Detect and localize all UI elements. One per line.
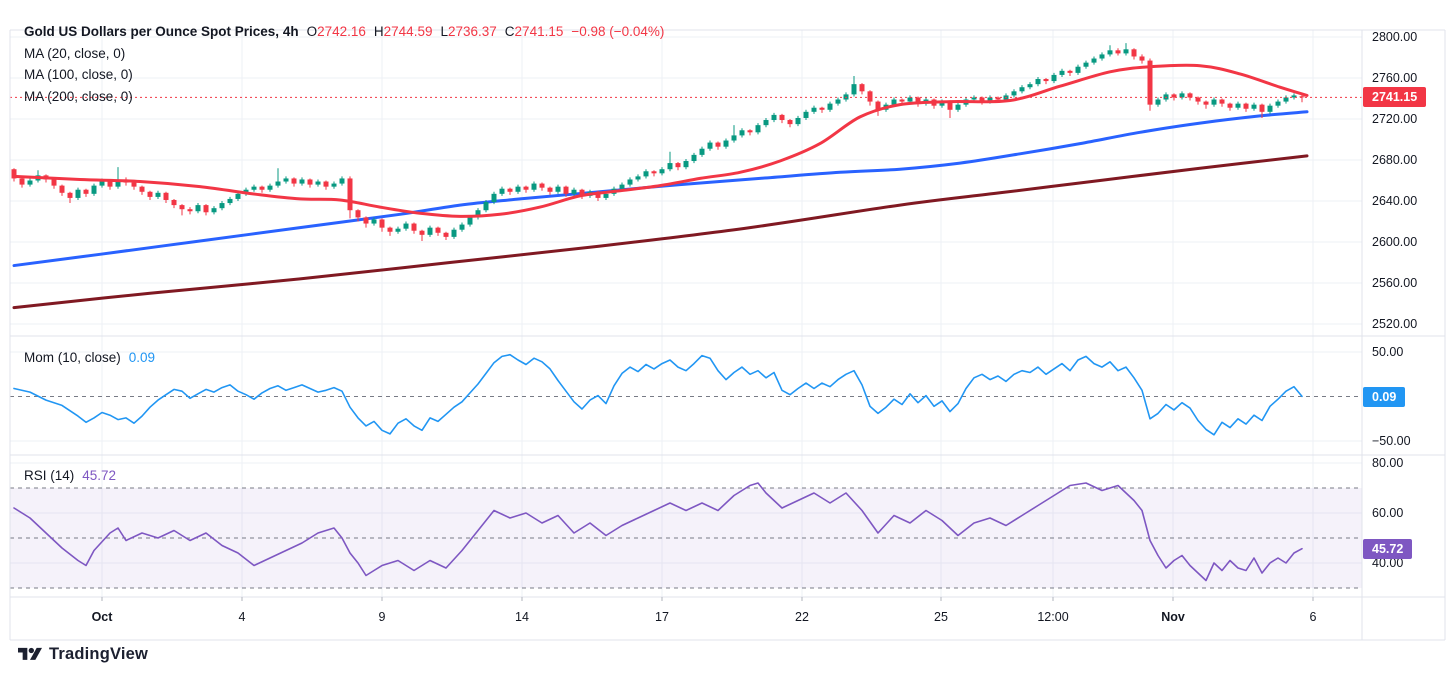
time-tick-label: 14: [515, 610, 529, 624]
time-tick-label: 22: [795, 610, 809, 624]
axis-tick-label: 80.00: [1372, 456, 1404, 470]
rsi-value: 45.72: [82, 468, 117, 483]
change-value: −0.98 (−0.04%): [571, 24, 665, 39]
ma200-label: MA (200, close, 0): [24, 89, 133, 104]
ma100-legend[interactable]: MA (100, close, 0): [24, 66, 133, 84]
symbol-legend[interactable]: Gold US Dollars per Ounce Spot Prices, 4…: [24, 23, 664, 41]
ma20-legend[interactable]: MA (20, close, 0): [24, 45, 125, 63]
axis-tick-label: 50.00: [1372, 345, 1404, 359]
tradingview-logo-icon: [18, 647, 42, 660]
axis-tick-label: 2800.00: [1372, 30, 1418, 44]
ohlc-key: L: [440, 24, 448, 39]
last-price-badge: 2741.15: [1363, 87, 1427, 107]
axis-tick-label: −50.00: [1372, 434, 1411, 448]
symbol-title: Gold US Dollars per Ounce Spot Prices, 4…: [24, 24, 299, 39]
axis-tick-label: 2640.00: [1372, 194, 1418, 208]
ohlc-value: 2736.37: [447, 24, 497, 39]
time-tick-label: Nov: [1161, 610, 1185, 624]
ohlc-value: 2744.59: [383, 24, 433, 39]
time-tick-label: 6: [1309, 610, 1317, 624]
ma100-label: MA (100, close, 0): [24, 67, 133, 82]
rsi-legend[interactable]: RSI (14) 45.72: [24, 467, 116, 485]
ohlc-value: 2742.16: [317, 24, 366, 39]
time-tick-label: Oct: [91, 610, 113, 624]
axis-tick-label: 2520.00: [1372, 317, 1418, 331]
axis-tick-label: 40.00: [1372, 556, 1404, 570]
axis-tick-label: 60.00: [1372, 506, 1404, 520]
axis-tick-label: 2680.00: [1372, 153, 1418, 167]
time-tick-label: 17: [655, 610, 669, 624]
ma20-label: MA (20, close, 0): [24, 46, 126, 61]
axis-tick-label: 2720.00: [1372, 112, 1418, 126]
ohlc-key: O: [306, 24, 318, 39]
tradingview-logo[interactable]: TradingView: [18, 645, 148, 664]
axis-tick-label: 2600.00: [1372, 235, 1418, 249]
ohlc-key: H: [373, 24, 384, 39]
time-tick-label: 12:00: [1037, 610, 1069, 624]
ma200-legend[interactable]: MA (200, close, 0): [24, 88, 133, 106]
rsi-label: RSI (14): [24, 468, 75, 483]
axis-tick-label: 2560.00: [1372, 276, 1418, 290]
time-tick-label: 9: [378, 610, 386, 624]
momentum-value: 0.09: [128, 350, 156, 365]
momentum-legend[interactable]: Mom (10, close) 0.09: [24, 349, 155, 367]
time-tick-label: 4: [238, 610, 246, 624]
momentum-label: Mom (10, close): [24, 350, 121, 365]
time-tick-label: 25: [934, 610, 948, 624]
ohlc-value: 2741.15: [514, 24, 564, 39]
axis-tick-label: 2760.00: [1372, 71, 1418, 85]
ohlc-values: O2742.16 H2744.59 L2736.37 C2741.15: [299, 24, 564, 39]
rsi-badge: 45.72: [1363, 539, 1413, 559]
tradingview-logo-text: TradingView: [49, 645, 149, 663]
ohlc-key: C: [504, 24, 515, 39]
momentum-badge: 0.09: [1363, 387, 1406, 407]
